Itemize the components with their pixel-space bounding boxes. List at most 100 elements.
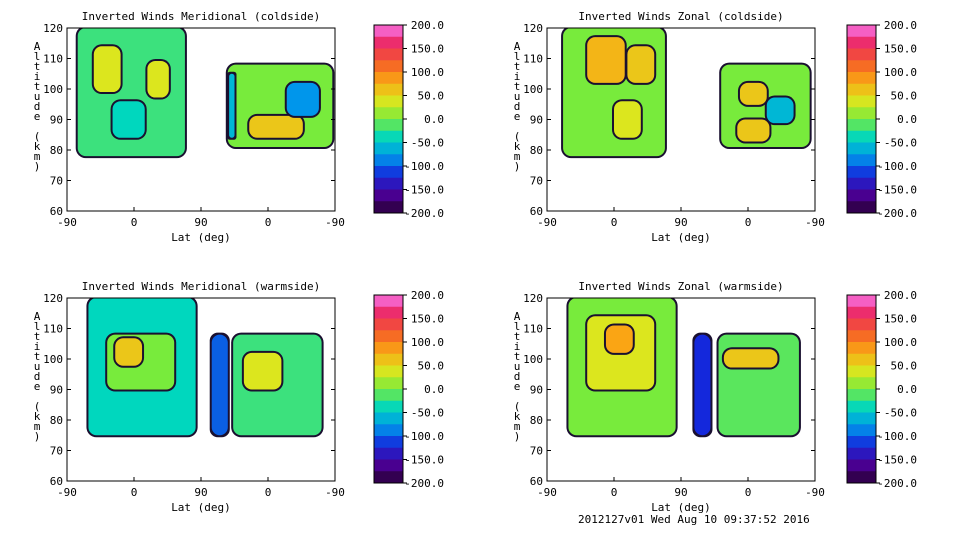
y-axis-label-char: l <box>514 50 521 63</box>
contour-band <box>739 82 767 105</box>
x-tick-label: 0 <box>745 216 752 229</box>
colorbar-band <box>847 95 876 108</box>
colorbar-band <box>847 306 876 319</box>
contour-fill <box>86 298 324 438</box>
y-tick-label: 90 <box>50 114 63 127</box>
colorbar-band <box>847 342 876 355</box>
colorbar-band <box>374 353 403 366</box>
y-tick-label: 80 <box>530 414 543 427</box>
colorbar-band <box>847 295 876 308</box>
y-tick-label: 120 <box>523 292 543 305</box>
colorbar-tick-label: -50.0 <box>884 407 917 420</box>
y-axis-label-char: m <box>514 150 521 163</box>
contour-band <box>112 101 145 138</box>
contour-fill <box>561 28 812 159</box>
colorbar-tick-label: -150.0 <box>404 454 444 467</box>
y-tick-label: 100 <box>523 353 543 366</box>
colorbar-band <box>847 353 876 366</box>
contour-band <box>249 115 303 138</box>
x-axis-label: Lat (deg) <box>171 231 231 244</box>
y-axis-label-char: k <box>514 140 521 153</box>
y-axis-label-char: ) <box>34 430 41 443</box>
y-axis-label-char: d <box>34 370 41 383</box>
colorbar-tick-label: 50.0 <box>418 90 445 103</box>
y-axis-label-char: t <box>514 350 521 363</box>
colorbar-tick-label: 200.0 <box>884 19 917 32</box>
y-axis-label-char: A <box>514 310 521 323</box>
y-tick-label: 90 <box>530 114 543 127</box>
colorbar-band <box>374 119 403 132</box>
x-axis-label: Lat (deg) <box>651 231 711 244</box>
colorbar-tick-label: -50.0 <box>411 407 444 420</box>
colorbar-band <box>374 177 403 190</box>
x-axis-label: Lat (deg) <box>651 501 711 514</box>
y-axis-label-char: i <box>514 70 521 83</box>
colorbar-tick-label: 200.0 <box>884 289 917 302</box>
colorbar-band <box>374 424 403 437</box>
colorbar-band <box>847 72 876 85</box>
y-axis-label-char: ( <box>514 130 521 143</box>
y-axis-label-char: u <box>514 360 521 373</box>
contour-band <box>627 46 655 83</box>
contour-fill <box>566 298 801 438</box>
y-axis-label-char: k <box>514 410 521 423</box>
colorbar-band <box>374 389 403 402</box>
colorbar-band <box>847 60 876 73</box>
footer-timestamp: 2012127v01 Wed Aug 10 09:37:52 2016 <box>578 513 810 526</box>
chart-title: Inverted Winds Zonal (coldside) <box>578 10 783 23</box>
colorbar-band <box>374 318 403 331</box>
y-tick-label: 80 <box>50 144 63 157</box>
x-tick-label: 0 <box>611 486 618 499</box>
colorbar-band <box>847 436 876 449</box>
x-tick-label: 0 <box>265 216 272 229</box>
y-tick-label: 70 <box>530 175 543 188</box>
contour-band <box>243 352 282 390</box>
y-axis-label-char: u <box>514 90 521 103</box>
contour-band <box>286 82 319 116</box>
y-axis-label-char: ) <box>34 160 41 173</box>
contour-band <box>614 101 641 138</box>
contour-fill <box>75 28 335 159</box>
x-tick-label: -90 <box>325 486 345 499</box>
colorbar-band <box>847 400 876 413</box>
colorbar-tick-label: -200.0 <box>877 207 917 220</box>
colorbar-band <box>374 166 403 179</box>
colorbar-band <box>847 412 876 425</box>
colorbar-band <box>847 119 876 132</box>
colorbar-tick-label: -100.0 <box>404 160 444 173</box>
colorbar-band <box>374 412 403 425</box>
chart-title: Inverted Winds Zonal (warmside) <box>578 280 783 293</box>
colorbar-tick-label: 100.0 <box>884 66 917 79</box>
colorbar-band <box>374 459 403 472</box>
colorbar-band <box>374 130 403 143</box>
contour-band <box>766 97 794 124</box>
colorbar-tick-label: 150.0 <box>884 43 917 56</box>
y-axis-label-char: u <box>34 360 41 373</box>
chart-title: Inverted Winds Meridional (warmside) <box>82 280 320 293</box>
colorbar-band <box>847 25 876 38</box>
colorbar-band <box>847 201 876 214</box>
colorbar-band <box>374 377 403 390</box>
colorbar: 200.0 150.0 100.0 50.0 0.0 -50.0 -100.0 -150.0 -… <box>846 19 917 220</box>
y-tick-label: 90 <box>530 384 543 397</box>
chart-title: Inverted Winds Meridional (coldside) <box>82 10 320 23</box>
y-tick-label: 110 <box>43 53 63 66</box>
y-tick-label: 60 <box>50 475 63 488</box>
y-tick-label: 100 <box>523 83 543 96</box>
colorbar-band <box>847 142 876 155</box>
colorbar-tick-label: -100.0 <box>877 160 917 173</box>
y-axis-label-char: A <box>34 40 41 53</box>
colorbar-band <box>374 189 403 202</box>
x-tick-label: 0 <box>745 486 752 499</box>
colorbar-band <box>847 389 876 402</box>
x-tick-label: 90 <box>194 486 207 499</box>
y-tick-label: 110 <box>523 323 543 336</box>
chart-panel-3: Inverted Winds Meridional (warmside) 60 70… <box>34 280 444 514</box>
y-axis-label-char: t <box>34 80 41 93</box>
y-axis-label-char: t <box>34 330 41 343</box>
y-axis-label-char: d <box>514 370 521 383</box>
y-axis-label-char: d <box>34 100 41 113</box>
colorbar-tick-label: -50.0 <box>884 137 917 150</box>
colorbar-band <box>847 36 876 49</box>
colorbar-tick-label: 50.0 <box>418 360 445 373</box>
